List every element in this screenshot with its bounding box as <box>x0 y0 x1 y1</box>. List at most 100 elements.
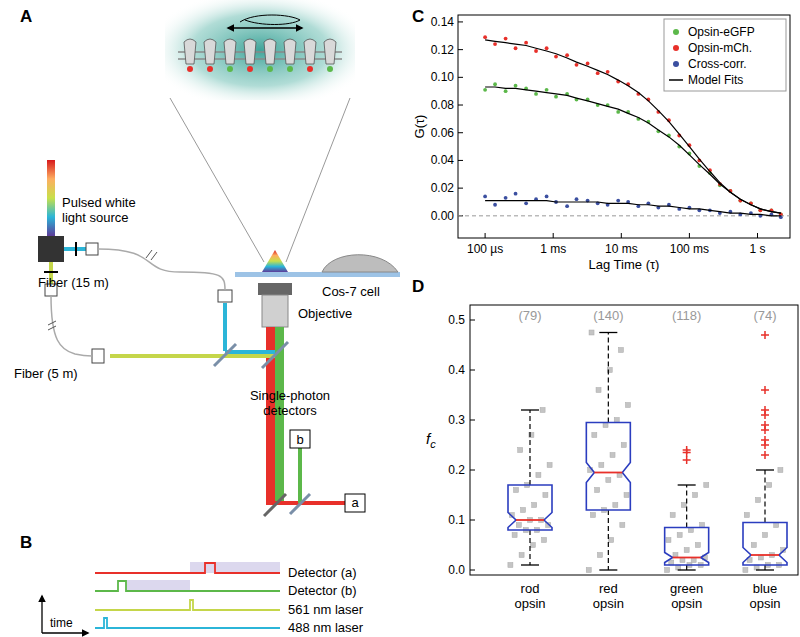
category-label-line: opsin <box>593 596 624 611</box>
sample-point <box>620 523 625 528</box>
whisker <box>764 470 765 523</box>
fluorophore <box>287 66 293 72</box>
sample-point <box>744 513 749 518</box>
data-point <box>504 196 508 200</box>
detector <box>290 430 310 448</box>
data-point <box>514 192 518 196</box>
whisker-cap <box>678 484 696 485</box>
opsin <box>224 39 236 64</box>
y-tick-label: 0.04 <box>431 153 455 167</box>
y-tick-label: 0.00 <box>431 209 455 223</box>
legend-marker <box>673 29 679 35</box>
sample-point <box>613 503 618 508</box>
fluorophore <box>267 66 273 72</box>
y-tick <box>458 49 463 50</box>
category-label: rodopsin <box>514 581 545 611</box>
category-label-line: green <box>670 581 703 596</box>
x-tick <box>689 233 690 238</box>
category-label: greenopsin <box>670 581 703 611</box>
y-tick <box>458 21 463 22</box>
y-axis-label: G(τ) <box>412 115 427 139</box>
sample-point <box>666 538 671 543</box>
data-point <box>575 197 579 201</box>
sample-point <box>704 483 709 488</box>
y-tick-label: 0.3 <box>448 413 465 427</box>
whisker-cap <box>599 569 617 570</box>
data-point <box>565 53 569 57</box>
sample-point <box>590 513 595 518</box>
opsin <box>324 39 336 64</box>
axis-arrow <box>41 596 42 633</box>
excitation-beam <box>225 350 275 354</box>
sample-point <box>751 543 756 548</box>
sample-point <box>743 568 748 573</box>
sample-point <box>518 448 523 453</box>
sample-point <box>693 493 698 498</box>
whisker-cap <box>521 564 539 565</box>
data-point <box>483 35 487 39</box>
objective-label: Objective <box>298 306 352 321</box>
beam-cone <box>262 250 288 272</box>
data-point <box>514 84 518 88</box>
whisker-cap <box>678 569 696 570</box>
y-tick-label: 0.12 <box>431 43 455 57</box>
count-label: (140) <box>593 308 623 323</box>
sample-point <box>684 548 689 553</box>
sample-point <box>677 533 682 538</box>
x-tick <box>485 233 486 238</box>
data-point <box>596 71 600 75</box>
data-point <box>483 195 487 199</box>
plot-area <box>508 330 787 573</box>
emission-beam <box>275 501 345 505</box>
legend-marker <box>673 45 679 51</box>
whisker-cap <box>521 409 539 410</box>
zoom-line <box>170 98 264 262</box>
legend-label: Opsin-mCh. <box>688 41 752 55</box>
membrane <box>178 51 342 53</box>
opsin <box>304 39 316 64</box>
legend-box <box>664 19 786 91</box>
data-point <box>483 88 487 92</box>
sample-point <box>670 513 675 518</box>
sample-point <box>514 488 519 493</box>
fluorophore <box>227 66 233 72</box>
dichroic <box>214 344 236 366</box>
timing-label: Detector (a) <box>288 565 357 580</box>
coverslip <box>235 272 400 277</box>
fiber-break <box>48 321 56 330</box>
data-point <box>534 49 538 53</box>
sample-point <box>618 348 623 353</box>
sample-point <box>592 433 597 438</box>
count-label: (118) <box>672 308 701 323</box>
data-point <box>504 89 508 93</box>
sample-point <box>536 473 541 478</box>
median <box>751 554 779 556</box>
whisker <box>686 485 687 528</box>
gate <box>190 562 280 573</box>
sample-point <box>606 478 611 483</box>
y-axis-label: fc <box>426 430 436 450</box>
y-tick-label: 0.4 <box>448 363 465 377</box>
timing-label: 561 nm laser <box>288 602 364 617</box>
data-point <box>493 42 497 46</box>
y-tick-label: 0.5 <box>448 313 465 327</box>
y-tick-label: 0.10 <box>431 70 455 84</box>
source-label: Pulsed white <box>62 195 136 210</box>
data-point <box>545 46 549 50</box>
sample-point <box>596 388 601 393</box>
sample-point <box>589 330 594 335</box>
fluorophore <box>307 66 313 72</box>
x-tick-label: 100 ms <box>670 242 709 256</box>
data-point <box>554 55 558 59</box>
x-tick <box>757 233 758 238</box>
category-label-line: blue <box>753 581 778 596</box>
median <box>594 472 622 474</box>
legend-marker <box>673 61 679 67</box>
category-label-line: opsin <box>671 596 702 611</box>
sample-point <box>609 538 614 543</box>
sample-point <box>547 463 552 468</box>
y-tick-label: 0.02 <box>431 181 455 195</box>
cell-label: Cos-7 cell <box>322 284 380 299</box>
box <box>586 423 630 511</box>
count-label: (79) <box>518 308 541 323</box>
